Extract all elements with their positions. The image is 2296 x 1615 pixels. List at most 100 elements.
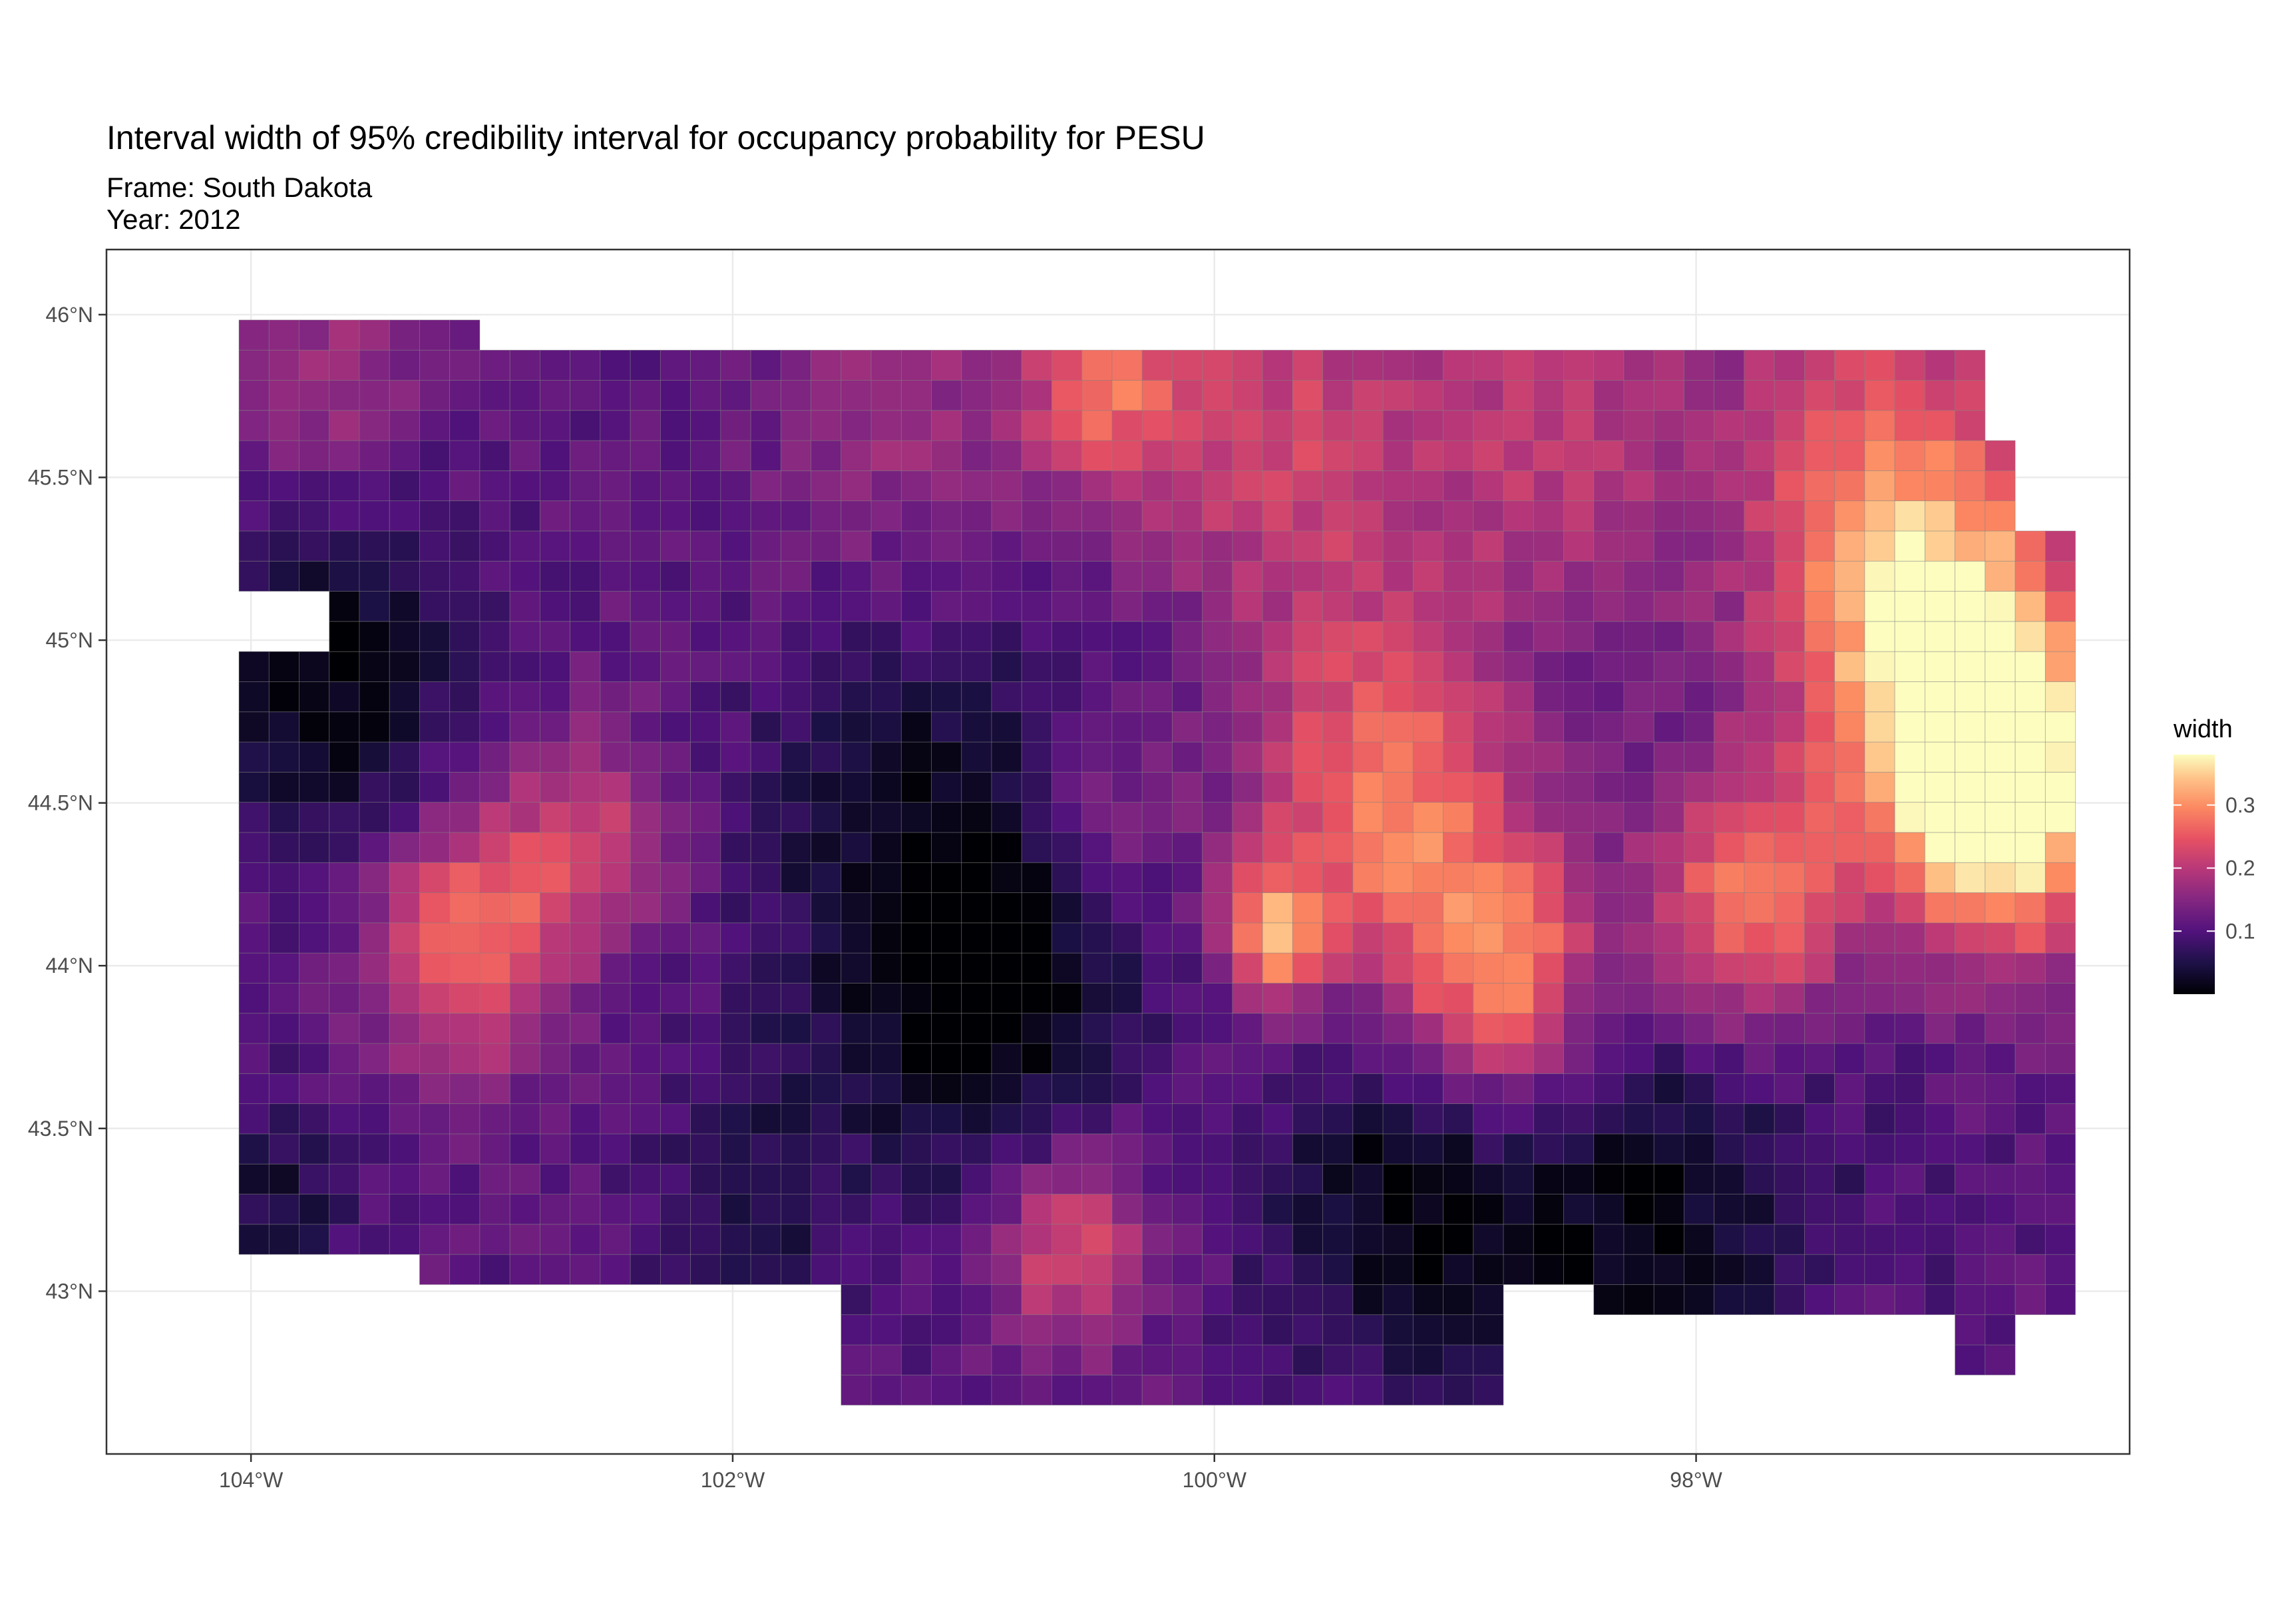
heatmap-cell: [1473, 952, 1504, 984]
heatmap-cell: [1412, 591, 1443, 622]
heatmap-cell: [1473, 771, 1504, 803]
heatmap-cell: [900, 892, 932, 924]
heatmap-cell: [509, 711, 540, 743]
heatmap-cell: [900, 380, 932, 411]
heatmap-cell: [1985, 440, 2016, 471]
heatmap-cell: [1322, 1194, 1354, 1225]
heatmap-cell: [1292, 681, 1324, 713]
heatmap-cell: [1021, 470, 1052, 502]
heatmap-cell: [750, 500, 781, 532]
heatmap-cell: [1141, 802, 1173, 833]
heatmap-cell: [1894, 1284, 1925, 1316]
heatmap-cell: [750, 862, 781, 893]
heatmap-cell: [1804, 1194, 1835, 1225]
heatmap-cell: [1202, 983, 1233, 1014]
heatmap-cell: [931, 1013, 962, 1044]
y-tick-label: 45°N: [46, 628, 94, 652]
heatmap-cell: [1985, 1133, 2016, 1165]
heatmap-cell: [1021, 802, 1052, 833]
heatmap-cell: [359, 1013, 390, 1044]
heatmap-cell: [540, 1073, 571, 1105]
heatmap-cell: [1292, 1043, 1324, 1074]
heatmap-cell: [1834, 1224, 1865, 1255]
heatmap-cell: [1232, 802, 1263, 833]
heatmap-cell: [900, 1224, 932, 1255]
heatmap-cell: [449, 500, 480, 532]
chart-subtitle-frame: Frame: South Dakota: [106, 172, 373, 203]
heatmap-cell: [720, 922, 751, 954]
heatmap-cell: [900, 1133, 932, 1165]
heatmap-cell: [630, 983, 661, 1014]
heatmap-cell: [1322, 591, 1354, 622]
heatmap-cell: [1172, 983, 1203, 1014]
heatmap-cell: [600, 771, 631, 803]
heatmap-cell: [268, 410, 299, 441]
heatmap-cell: [1021, 862, 1052, 893]
heatmap-cell: [841, 1254, 872, 1285]
heatmap-cell: [1443, 1314, 1474, 1346]
heatmap-cell: [750, 802, 781, 833]
heatmap-cell: [359, 560, 390, 592]
heatmap-cell: [540, 832, 571, 863]
heatmap-cell: [1774, 1133, 1805, 1165]
heatmap-cell: [449, 922, 480, 954]
heatmap-cell: [600, 952, 631, 984]
heatmap-cell: [900, 1254, 932, 1285]
heatmap-cell: [991, 1043, 1022, 1074]
heatmap-cell: [870, 1284, 902, 1316]
heatmap-cell: [1744, 1224, 1775, 1255]
heatmap-cell: [1623, 832, 1654, 863]
heatmap-cell: [359, 681, 390, 713]
heatmap-cell: [1684, 560, 1715, 592]
heatmap-cell: [630, 470, 661, 502]
heatmap-cell: [931, 1314, 962, 1346]
heatmap-cell: [811, 741, 842, 773]
heatmap-cell: [1292, 1163, 1324, 1194]
heatmap-cell: [1382, 771, 1414, 803]
heatmap-cell: [570, 410, 601, 441]
heatmap-cell: [2044, 922, 2076, 954]
heatmap-cell: [1864, 500, 1895, 532]
heatmap-cell: [1563, 500, 1595, 532]
heatmap-cell: [479, 802, 510, 833]
heatmap-cell: [931, 862, 962, 893]
heatmap-cell: [780, 1103, 811, 1135]
heatmap-cell: [1382, 832, 1414, 863]
heatmap-cell: [1955, 470, 1986, 502]
heatmap-cell: [900, 952, 932, 984]
heatmap-cell: [1563, 1133, 1595, 1165]
heatmap-cell: [811, 651, 842, 682]
heatmap-cell: [1894, 1163, 1925, 1194]
heatmap-cell: [1985, 1284, 2016, 1316]
heatmap-cell: [1443, 1133, 1474, 1165]
heatmap-cell: [1111, 349, 1143, 381]
heatmap-cell: [811, 1224, 842, 1255]
heatmap-cell: [961, 922, 992, 954]
heatmap-cell: [1412, 1314, 1443, 1346]
heatmap-cell: [1412, 500, 1443, 532]
heatmap-cell: [750, 1254, 781, 1285]
heatmap-cell: [1352, 500, 1384, 532]
heatmap-cell: [900, 1194, 932, 1225]
heatmap-cell: [268, 500, 299, 532]
chart-title: Interval width of 95% credibility interv…: [106, 119, 1205, 156]
heatmap-cell: [1473, 1013, 1504, 1044]
heatmap-cell: [268, 440, 299, 471]
heatmap-cell: [1202, 862, 1233, 893]
heatmap-cell: [1443, 500, 1474, 532]
heatmap-cell: [540, 802, 571, 833]
heatmap-cell: [961, 862, 992, 893]
heatmap-cell: [299, 892, 330, 924]
heatmap-cell: [1684, 1163, 1715, 1194]
heatmap-cell: [1653, 1163, 1684, 1194]
heatmap-cell: [1202, 1224, 1233, 1255]
heatmap-cell: [1232, 771, 1263, 803]
heatmap-cell: [1021, 591, 1052, 622]
heatmap-cell: [900, 922, 932, 954]
heatmap-cell: [870, 530, 902, 562]
heatmap-cell: [1141, 621, 1173, 652]
heatmap-cell: [1955, 500, 1986, 532]
heatmap-cell: [1804, 1073, 1835, 1105]
heatmap-cell: [1684, 771, 1715, 803]
heatmap-cell: [2014, 862, 2046, 893]
